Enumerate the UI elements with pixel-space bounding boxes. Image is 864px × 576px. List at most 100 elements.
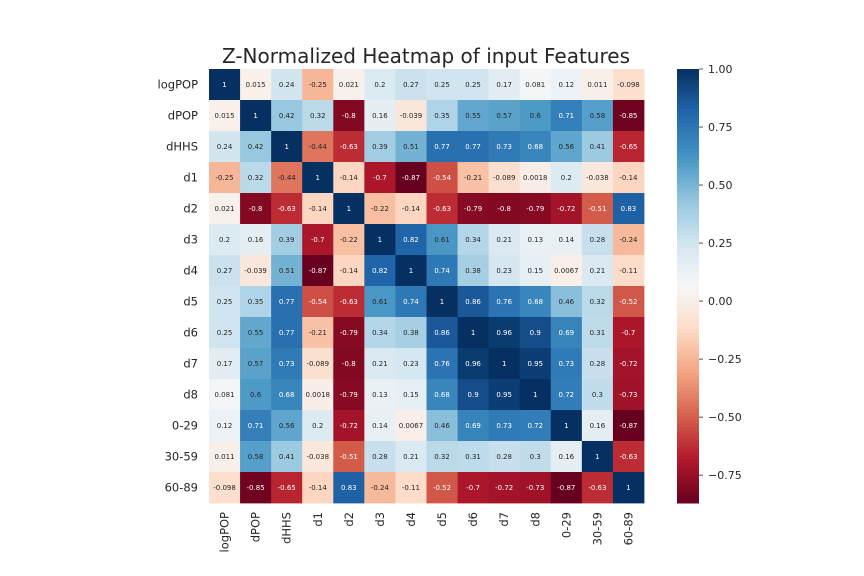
heatmap-cell	[271, 69, 303, 101]
colorbar-segment	[677, 278, 699, 283]
heatmap-cell	[240, 162, 272, 194]
colorbar-segment	[677, 474, 699, 479]
colorbar-segment	[677, 148, 699, 153]
colorbar-segment	[677, 199, 699, 204]
column-tick-label: 0-29	[559, 512, 573, 538]
colorbar-segment	[677, 499, 699, 504]
heatmap-cell	[550, 255, 583, 287]
colorbar-segment	[677, 108, 699, 113]
row-tick-labels: logPOP dPOP dHHS d1 d2 d3 d4 d5 d6 d7 d8 0-29 30-59 6…	[158, 78, 199, 495]
column-tick-label: d6	[466, 512, 480, 527]
heatmap-cell	[519, 472, 552, 504]
cell-value-label: 0.23	[496, 267, 512, 275]
heatmap-cell	[333, 69, 365, 101]
colorbar-segment	[677, 365, 699, 370]
heatmap-cell	[395, 379, 427, 411]
heatmap-cell	[581, 131, 614, 163]
heatmap-cell	[457, 410, 490, 442]
column-tick-label: d8	[528, 512, 542, 527]
heatmap-cell	[209, 100, 241, 132]
heatmap-cell	[519, 441, 552, 473]
cell-value-label: -0.7	[311, 236, 325, 244]
cell-value-label: -0.54	[433, 174, 452, 182]
heatmap-cell	[364, 348, 396, 380]
row-tick-label: d6	[183, 326, 198, 340]
colorbar-segment	[677, 101, 699, 106]
cell-value-label: -0.52	[433, 484, 451, 492]
heatmap-cell	[519, 193, 552, 225]
colorbar-segment	[677, 383, 699, 388]
cell-value-label: -0.22	[371, 205, 389, 213]
heatmap-cell	[271, 255, 303, 287]
cell-value-label: -0.63	[588, 484, 606, 492]
cell-value-label: -0.22	[340, 236, 358, 244]
cell-value-label: 0.96	[496, 329, 512, 337]
cell-value-label: 0.34	[465, 236, 481, 244]
cell-value-label: 0.68	[527, 298, 543, 306]
colorbar-segment	[677, 488, 699, 493]
row-tick-label: d5	[183, 295, 198, 309]
cell-value-label: -0.8	[342, 112, 356, 120]
heatmap-cell	[488, 348, 521, 380]
heatmap-cell	[612, 162, 645, 194]
row-tick-label: d1	[183, 171, 198, 185]
heatmap-cell	[550, 193, 583, 225]
heatmap-cell	[488, 100, 521, 132]
heatmap-cell	[364, 193, 396, 225]
cell-value-label: 0.17	[217, 360, 233, 368]
heatmap-cell	[364, 224, 396, 256]
heatmap-cell	[550, 131, 583, 163]
heatmap-cell	[581, 255, 614, 287]
cell-value-label: 0.0067	[554, 267, 579, 275]
colorbar-segment	[677, 430, 699, 435]
cell-value-label: 0.32	[590, 298, 606, 306]
cell-value-label: -0.14	[340, 267, 359, 275]
heatmap-cell	[271, 162, 303, 194]
heatmap-cell	[612, 410, 645, 442]
heatmap-cell	[395, 162, 427, 194]
heatmap-cell	[612, 193, 645, 225]
heatmap-cell	[364, 255, 396, 287]
cell-value-label: -0.11	[402, 484, 420, 492]
cell-value-label: 0.35	[434, 112, 450, 120]
cell-value-label: 0.0067	[399, 422, 424, 430]
heatmap-cell	[333, 131, 365, 163]
cell-value-label: -0.85	[247, 484, 265, 492]
cell-value-label: 0.68	[279, 391, 295, 399]
column-tick-label: logPOP	[218, 512, 232, 553]
colorbar-segment	[677, 452, 699, 457]
heatmap-cell	[457, 193, 490, 225]
heatmap-cell	[612, 379, 645, 411]
cell-value-label: 0.9	[468, 391, 479, 399]
heatmap-cell	[333, 162, 365, 194]
heatmap-cell	[333, 193, 365, 225]
colorbar-segment	[677, 343, 699, 348]
colorbar-segment	[677, 116, 699, 121]
cell-value-label: 0.015	[215, 112, 235, 120]
cell-value-label: -0.25	[215, 174, 233, 182]
cell-value-label: 0.55	[248, 329, 264, 337]
colorbar-segment	[677, 293, 699, 298]
heatmap-cell	[209, 472, 241, 504]
colorbar-segment	[677, 361, 699, 367]
cell-value-label: 0.73	[496, 143, 512, 151]
heatmap-cell	[395, 410, 427, 442]
colorbar-segment	[677, 267, 699, 273]
cell-value-label: 0.58	[248, 453, 264, 461]
cell-value-label: -0.65	[619, 143, 637, 151]
heatmap-cell	[333, 317, 365, 349]
heatmap-cell	[302, 69, 334, 101]
colorbar-segment	[677, 242, 699, 247]
heatmap-cell	[271, 131, 303, 163]
heatmap-cell	[364, 379, 396, 411]
cell-value-label: 1	[471, 329, 475, 337]
heatmap-cell	[457, 286, 490, 318]
cell-value-label: 0.46	[434, 422, 450, 430]
heatmap-cells: 1 0.015 0.24 -0.25 0.021 0.2 0.27 0.25 0.25 0.17 0…	[209, 69, 645, 504]
cell-value-label: 0.13	[527, 236, 543, 244]
heatmap-cell	[364, 472, 396, 504]
heatmap-cell	[240, 100, 272, 132]
colorbar-segment	[677, 163, 699, 168]
colorbar-segment	[677, 177, 699, 182]
heatmap-cell	[209, 410, 241, 442]
